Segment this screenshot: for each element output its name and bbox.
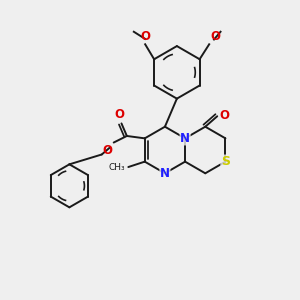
- Text: O: O: [210, 30, 220, 43]
- Text: O: O: [219, 109, 229, 122]
- Text: S: S: [221, 155, 230, 168]
- Text: O: O: [115, 108, 125, 121]
- Text: O: O: [102, 144, 112, 157]
- Text: N: N: [180, 132, 190, 145]
- Text: CH₃: CH₃: [108, 163, 125, 172]
- Text: O: O: [140, 30, 150, 43]
- Text: N: N: [160, 167, 170, 180]
